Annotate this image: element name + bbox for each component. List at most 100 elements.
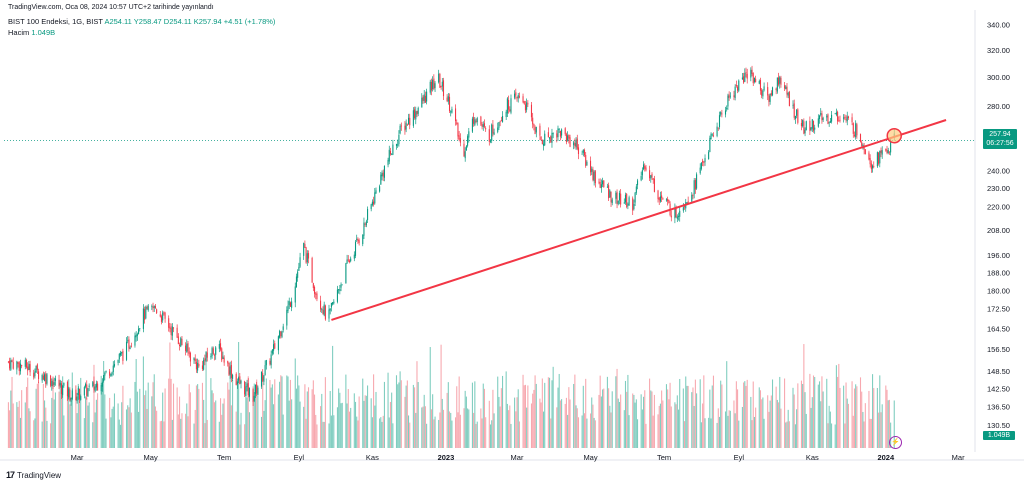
candle-body xyxy=(585,154,587,166)
candle-body xyxy=(488,129,490,142)
candle-body xyxy=(682,207,684,211)
volume-bar xyxy=(457,412,459,448)
volume-bar xyxy=(657,414,659,448)
candle-body xyxy=(439,73,441,88)
volume-bar xyxy=(87,405,89,448)
candle-body xyxy=(347,259,349,261)
volume-bar xyxy=(508,410,510,448)
flash-icon[interactable]: ⚡ xyxy=(889,436,902,449)
volume-bar xyxy=(763,418,765,448)
volume-bar xyxy=(488,400,490,448)
candle-body xyxy=(198,363,200,367)
candle-body xyxy=(188,351,190,354)
volume-bar xyxy=(42,383,44,448)
volume-bar xyxy=(717,408,719,448)
volume-bar xyxy=(295,388,298,448)
candle-body xyxy=(339,289,341,291)
candle-body xyxy=(404,125,406,131)
candle-body xyxy=(533,124,535,127)
volume-bar xyxy=(864,403,866,448)
candle-body xyxy=(737,86,739,91)
volume-bar xyxy=(248,412,250,448)
volume-bar xyxy=(212,393,214,448)
candle-body xyxy=(252,389,254,403)
volume-bar xyxy=(244,424,246,448)
volume-bar xyxy=(615,376,617,448)
volume-bar xyxy=(542,411,545,448)
volume-bar xyxy=(779,376,781,448)
volume-bar xyxy=(870,418,872,448)
candle-body xyxy=(567,135,569,141)
candle-body xyxy=(7,361,9,363)
candle-body xyxy=(144,309,146,320)
volume-bar xyxy=(888,399,890,448)
candle-body xyxy=(700,162,702,169)
candle-body xyxy=(618,192,621,201)
volume-bar xyxy=(375,391,377,448)
volume-bar xyxy=(809,373,811,448)
volume-bar xyxy=(475,423,477,448)
volume-label[interactable]: Hacim xyxy=(8,28,30,37)
candle-body xyxy=(530,104,533,118)
volume-bar xyxy=(370,398,372,448)
candle-body xyxy=(492,124,494,134)
candle-body xyxy=(27,366,29,371)
candle-body xyxy=(600,184,602,188)
candle-body xyxy=(778,77,780,85)
candle-body xyxy=(674,208,676,219)
volume-bar xyxy=(380,417,382,448)
symbol-name[interactable]: BIST 100 Endeksi, 1G, BIST xyxy=(8,17,103,26)
volume-bar xyxy=(869,418,871,448)
volume-bar xyxy=(641,409,643,448)
candle-body xyxy=(395,144,398,146)
footer-brand[interactable]: 17 TradingView xyxy=(6,470,61,480)
candle-body xyxy=(574,142,576,147)
candle-body xyxy=(727,95,729,107)
candle-body xyxy=(29,364,31,373)
volume-bar xyxy=(669,382,671,448)
candle-body xyxy=(556,133,558,138)
candle-body xyxy=(561,129,563,136)
volume-bar xyxy=(692,387,694,448)
candle-body xyxy=(881,150,883,155)
candle-body xyxy=(75,389,77,401)
candle-body xyxy=(381,173,383,177)
volume-bar xyxy=(263,410,265,448)
candle-body xyxy=(552,133,554,135)
candle-body xyxy=(138,328,140,334)
volume-bar xyxy=(887,400,889,448)
volume-bar xyxy=(125,409,128,448)
volume-bar xyxy=(549,377,551,448)
volume-bar xyxy=(236,381,238,448)
candle-body xyxy=(279,331,281,338)
time-tick-label: Tem xyxy=(657,453,671,462)
candle-body xyxy=(265,359,267,366)
volume-bar xyxy=(885,385,887,448)
candle-body xyxy=(336,289,338,302)
volume-bar xyxy=(304,384,306,448)
volume-bar xyxy=(333,415,335,448)
candle-body xyxy=(289,302,291,307)
volume-bar xyxy=(812,375,815,448)
volume-bar xyxy=(129,398,131,448)
candle-body xyxy=(641,170,643,176)
candle-body xyxy=(63,382,65,386)
candle-body xyxy=(514,93,516,98)
volume-bar xyxy=(676,395,678,448)
candle-body xyxy=(885,148,887,151)
volume-bar xyxy=(658,405,660,448)
volume-bar xyxy=(136,391,138,448)
candle-body xyxy=(213,354,216,356)
volume-bar xyxy=(718,416,721,448)
volume-bar xyxy=(573,383,575,448)
candle-body xyxy=(586,161,588,166)
volume-bar xyxy=(802,383,804,448)
price-tick-label: 136.50 xyxy=(987,402,1010,411)
volume-bar xyxy=(323,421,325,448)
candle-body xyxy=(770,92,772,96)
volume-bar xyxy=(163,421,165,448)
candle-body xyxy=(845,119,847,121)
candle-body xyxy=(615,192,617,199)
volume-bar xyxy=(329,390,331,448)
